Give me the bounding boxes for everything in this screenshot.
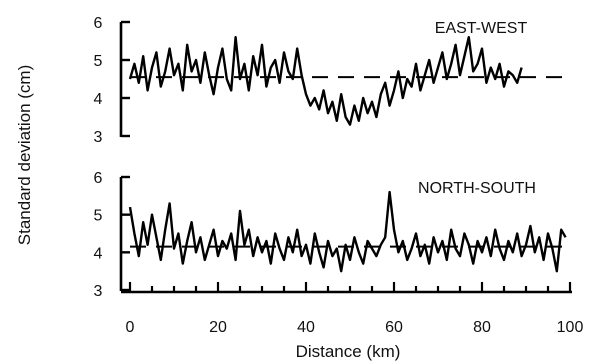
- panel-title-east-west: EAST-WEST: [435, 20, 528, 37]
- x-tick-label-0: 0: [126, 319, 135, 336]
- x-tick-label-5: 100: [557, 319, 584, 336]
- y-tick-label-0-0: 3: [94, 129, 103, 146]
- y-tick-label-0-2: 5: [94, 53, 103, 70]
- x-tick-label-1: 20: [209, 319, 227, 336]
- y-axis-label: Standard deviation (cm): [15, 65, 34, 245]
- x-tick-label-2: 40: [297, 319, 315, 336]
- x-axis-label: Distance (km): [296, 342, 401, 361]
- series-line-0-0: [128, 36, 523, 126]
- y-tick-label-1-0: 3: [94, 283, 103, 300]
- x-tick-label-4: 80: [473, 319, 491, 336]
- y-tick-label-1-2: 5: [94, 208, 103, 225]
- y-tick-label-1-1: 4: [94, 245, 103, 262]
- y-tick-label-0-3: 6: [94, 15, 103, 32]
- series-line-1-0: [128, 190, 567, 273]
- y-tick-label-1-3: 6: [94, 170, 103, 187]
- panel-title-north-south: NORTH-SOUTH: [418, 180, 536, 197]
- y-tick-label-0-1: 4: [94, 91, 103, 108]
- x-tick-label-3: 60: [385, 319, 403, 336]
